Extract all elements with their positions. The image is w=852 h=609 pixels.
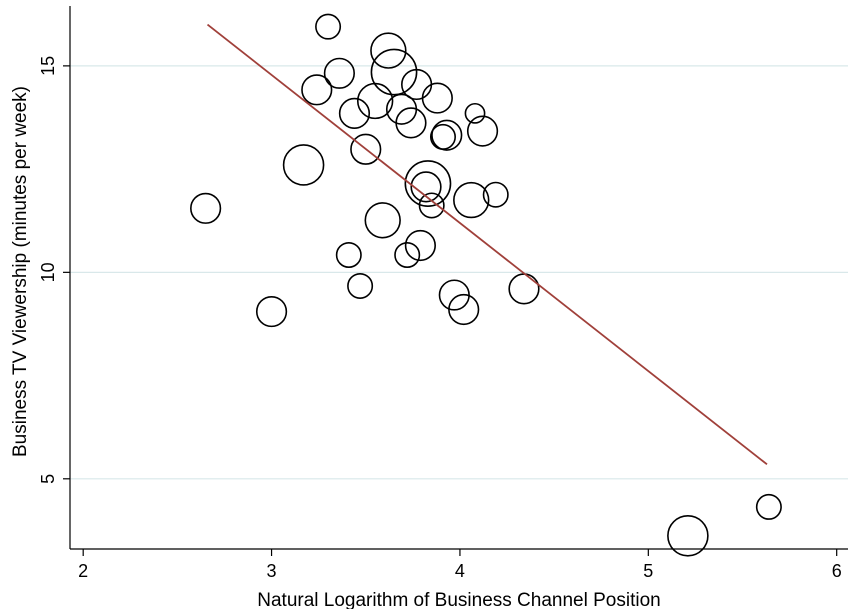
data-point xyxy=(255,295,288,328)
x-tick-label: 4 xyxy=(455,561,465,581)
data-point xyxy=(395,107,427,139)
data-point xyxy=(394,241,421,268)
x-tick-label: 3 xyxy=(267,561,277,581)
data-points xyxy=(190,13,782,557)
data-point xyxy=(466,115,499,147)
data-point xyxy=(370,32,407,69)
data-point xyxy=(190,192,222,224)
data-point xyxy=(482,181,509,208)
y-tick-label: 10 xyxy=(38,262,58,282)
data-point xyxy=(338,97,371,129)
data-point xyxy=(335,241,362,268)
data-point xyxy=(282,144,325,186)
data-point xyxy=(453,181,490,219)
data-point xyxy=(431,119,463,151)
fit-line-group xyxy=(206,23,768,466)
y-tick-label: 15 xyxy=(38,56,58,76)
y-axis-title: Business TV Viewership (minutes per week… xyxy=(10,86,31,457)
axes: 2 3 4 5 6 5 10 15 xyxy=(38,6,848,581)
x-axis-title: Natural Logarithm of Business Channel Po… xyxy=(257,590,660,609)
data-point xyxy=(323,57,355,89)
data-point xyxy=(364,202,401,239)
data-point xyxy=(418,192,445,219)
data-point xyxy=(370,48,418,96)
data-point xyxy=(410,171,442,203)
data-point xyxy=(448,293,480,326)
data-point xyxy=(421,82,453,114)
data-point xyxy=(464,102,486,124)
x-tick-label: 2 xyxy=(78,561,88,581)
fit-line xyxy=(206,23,768,466)
grid-lines xyxy=(70,65,848,480)
data-point xyxy=(350,133,382,165)
data-point xyxy=(508,273,540,305)
data-point xyxy=(755,493,782,520)
data-point xyxy=(347,272,374,299)
x-tick-label: 5 xyxy=(643,561,653,581)
x-tick-label: 6 xyxy=(832,561,842,581)
data-point xyxy=(404,160,452,207)
data-point xyxy=(301,74,333,106)
y-tick-label: 5 xyxy=(38,474,58,484)
data-point xyxy=(315,13,342,40)
data-point xyxy=(667,514,709,557)
data-point xyxy=(404,229,436,262)
